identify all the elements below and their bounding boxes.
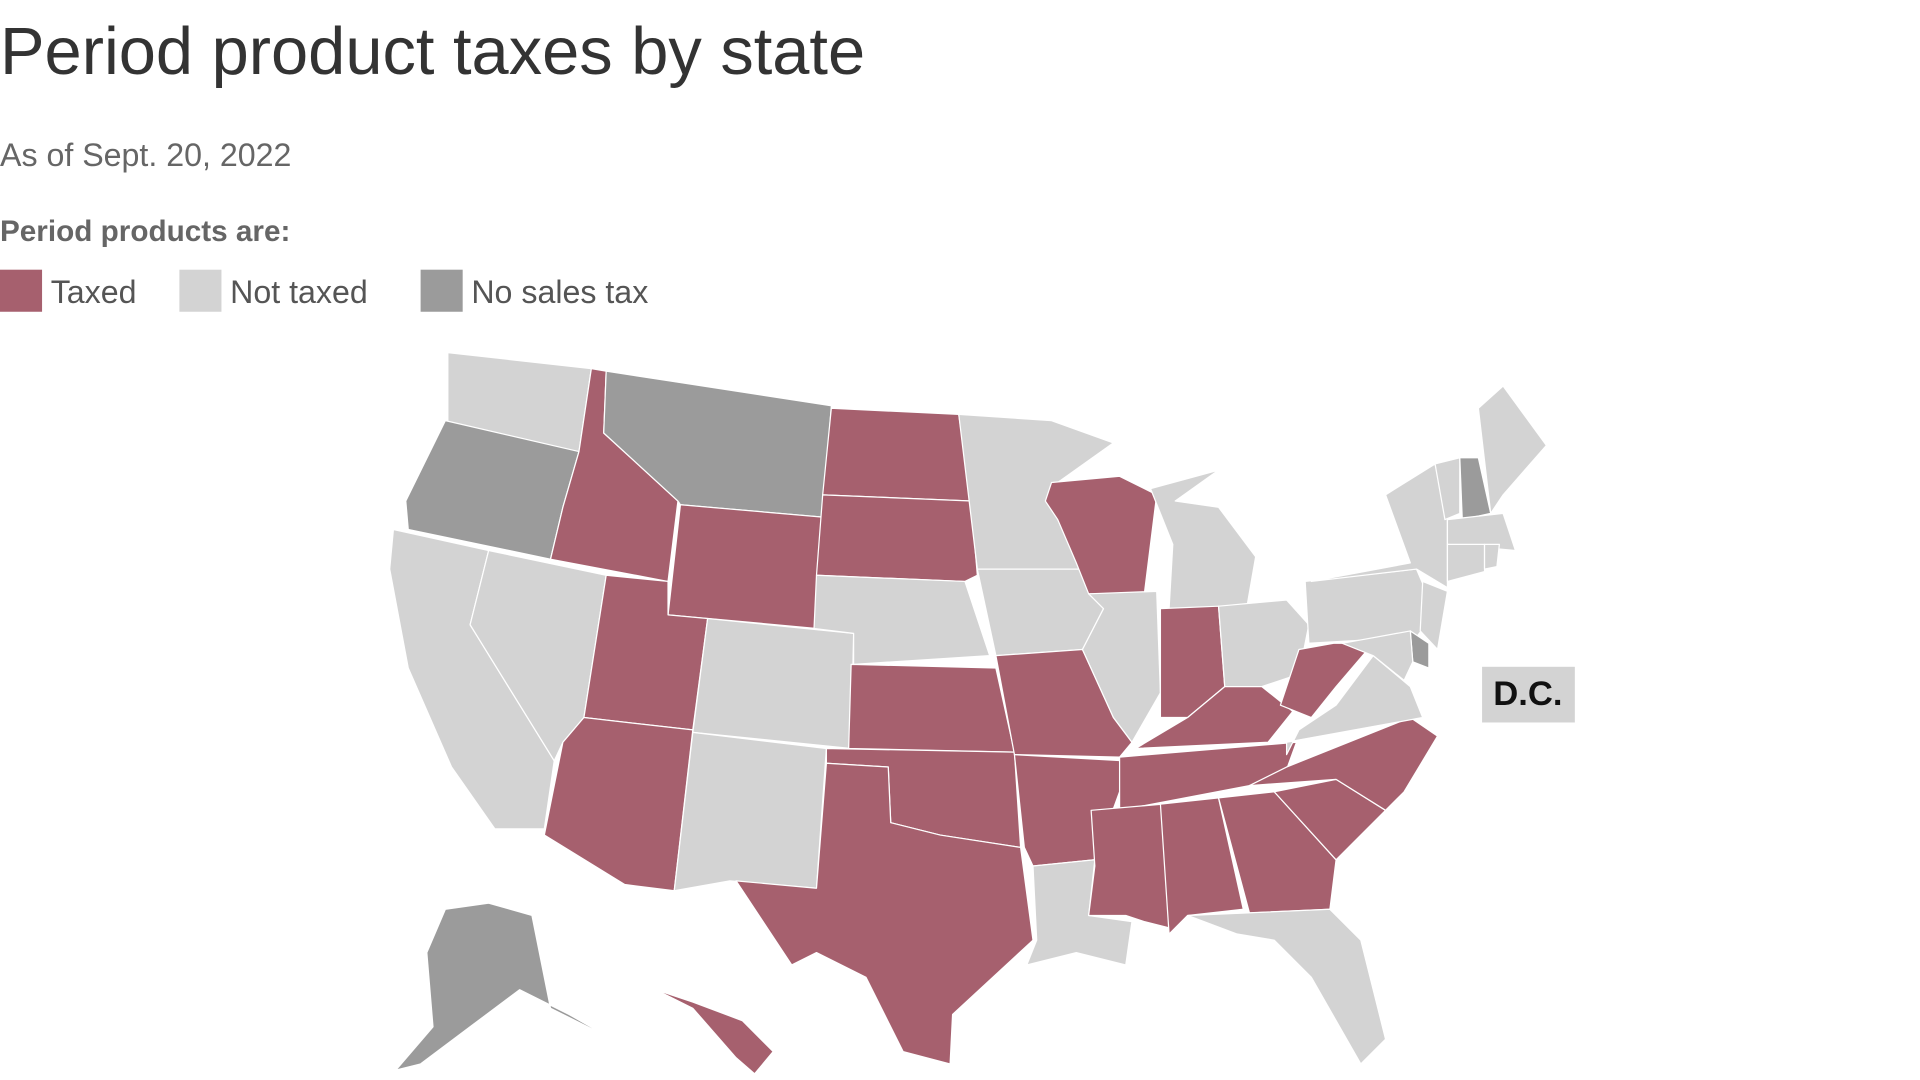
legend-label: No sales tax xyxy=(471,274,648,310)
state xyxy=(1081,590,1162,743)
state xyxy=(642,982,774,1075)
state xyxy=(1187,908,1387,1065)
legend-swatch xyxy=(0,269,43,312)
annotation-box xyxy=(1482,666,1575,723)
state xyxy=(395,902,613,1071)
annotation-label: D.C. xyxy=(1493,675,1562,713)
title: Period product taxes by state xyxy=(0,15,865,89)
legend: Taxed Not taxed No sales tax xyxy=(0,269,648,312)
state xyxy=(1088,803,1170,929)
state xyxy=(1419,580,1449,651)
legend-title: Period products are: xyxy=(0,215,290,248)
state xyxy=(692,617,855,750)
state xyxy=(1248,716,1439,811)
state xyxy=(543,716,694,892)
state xyxy=(1341,630,1414,682)
legend-swatch xyxy=(179,269,222,312)
legend-swatch xyxy=(420,269,463,312)
state xyxy=(1217,791,1337,914)
state xyxy=(1159,797,1244,935)
state xyxy=(1149,469,1257,610)
state xyxy=(1135,685,1294,750)
map: D.C. xyxy=(389,351,1575,1075)
state xyxy=(1446,512,1517,552)
legend-label: Taxed xyxy=(51,274,137,310)
state xyxy=(735,762,1034,1065)
state xyxy=(815,494,978,583)
state xyxy=(1446,543,1486,583)
subtitle: As of Sept. 20, 2022 xyxy=(0,137,291,173)
state xyxy=(667,504,824,630)
state xyxy=(1477,385,1548,515)
state xyxy=(673,731,828,892)
state xyxy=(1483,543,1500,570)
legend-label: Not taxed xyxy=(230,274,368,310)
state xyxy=(1310,463,1449,589)
state xyxy=(822,407,972,502)
state xyxy=(848,663,1016,753)
state xyxy=(1434,457,1461,521)
